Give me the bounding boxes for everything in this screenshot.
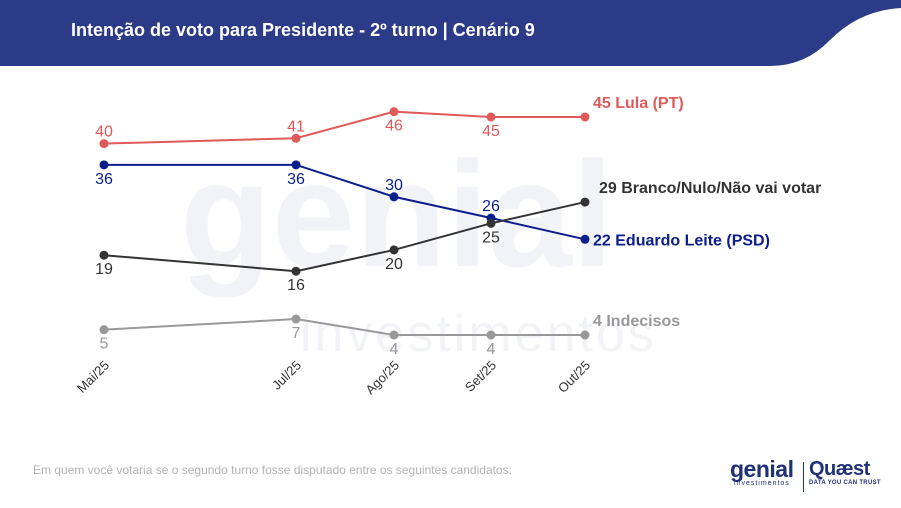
data-label: 4: [487, 341, 496, 358]
data-point: [486, 330, 496, 340]
logo-divider: [803, 462, 804, 492]
series-branco-nulo-n-o-vai-votar: 19 16 20 25 29 Branco/Nulo/Não vai votar: [95, 180, 821, 294]
watermark: genial investimentos: [180, 130, 654, 363]
series-lula-pt: 40 41 46 45 45 Lula (PT): [95, 95, 684, 149]
data-label: 7: [292, 325, 301, 342]
data-point: [99, 250, 109, 260]
x-tick-label: Out/25: [555, 358, 593, 396]
quaest-logo-sub: DATA YOU CAN TRUST: [809, 480, 881, 486]
data-point: [580, 112, 590, 122]
end-label: 4 Indecisos: [593, 313, 680, 330]
data-label: 46: [385, 118, 403, 135]
data-label: 45: [482, 123, 500, 140]
x-tick-label: Mai/25: [74, 358, 112, 396]
data-label: 26: [482, 198, 500, 215]
end-label: 22 Eduardo Leite (PSD): [593, 232, 770, 249]
data-point: [389, 330, 399, 340]
x-tick-label: Set/25: [462, 358, 499, 395]
end-label: 45 Lula (PT): [593, 95, 684, 112]
page-title: Intenção de voto para Presidente - 2º tu…: [71, 20, 535, 40]
series-indecisos: 5 7 4 4 4 Indecisos: [99, 313, 680, 358]
genial-logo-sub: investimentos: [734, 480, 790, 487]
data-point: [580, 330, 590, 340]
data-label: 30: [385, 177, 403, 194]
data-point: [291, 266, 301, 276]
header-background: [0, 0, 901, 66]
data-point: [291, 160, 301, 170]
end-label: 29 Branco/Nulo/Não vai votar: [599, 180, 821, 197]
x-tick-label: Ago/25: [362, 358, 402, 398]
data-point: [99, 160, 109, 170]
data-point: [486, 218, 496, 228]
data-point: [99, 325, 109, 335]
data-point: [580, 234, 590, 244]
footnote: Em quem você votaria se o segundo turno …: [33, 463, 512, 477]
data-label: 41: [287, 118, 305, 135]
data-point: [99, 139, 109, 149]
data-point: [389, 245, 399, 255]
data-point: [291, 133, 301, 143]
data-label: 4: [390, 341, 399, 358]
genial-logo-word: genial: [730, 456, 794, 482]
data-label: 40: [95, 124, 113, 141]
data-label: 5: [100, 336, 109, 353]
data-point: [389, 107, 399, 117]
header-banner: Intenção de voto para Presidente - 2º tu…: [0, 0, 901, 66]
data-label: 20: [385, 256, 403, 273]
data-point: [486, 112, 496, 122]
genial-logo: genial investimentos: [730, 458, 800, 498]
quaest-logo: Quæst DATA YOU CAN TRUST: [809, 458, 899, 498]
data-point: [389, 192, 399, 202]
quaest-logo-word: Quæst: [809, 458, 870, 480]
watermark-genial: genial: [180, 130, 613, 298]
data-label: 36: [95, 171, 113, 188]
data-label: 19: [95, 261, 113, 278]
data-label: 16: [287, 277, 305, 294]
data-point: [580, 197, 590, 207]
data-label: 25: [482, 229, 500, 246]
x-tick-label: Jul/25: [269, 358, 304, 393]
data-label: 36: [287, 171, 305, 188]
data-point: [291, 314, 301, 324]
